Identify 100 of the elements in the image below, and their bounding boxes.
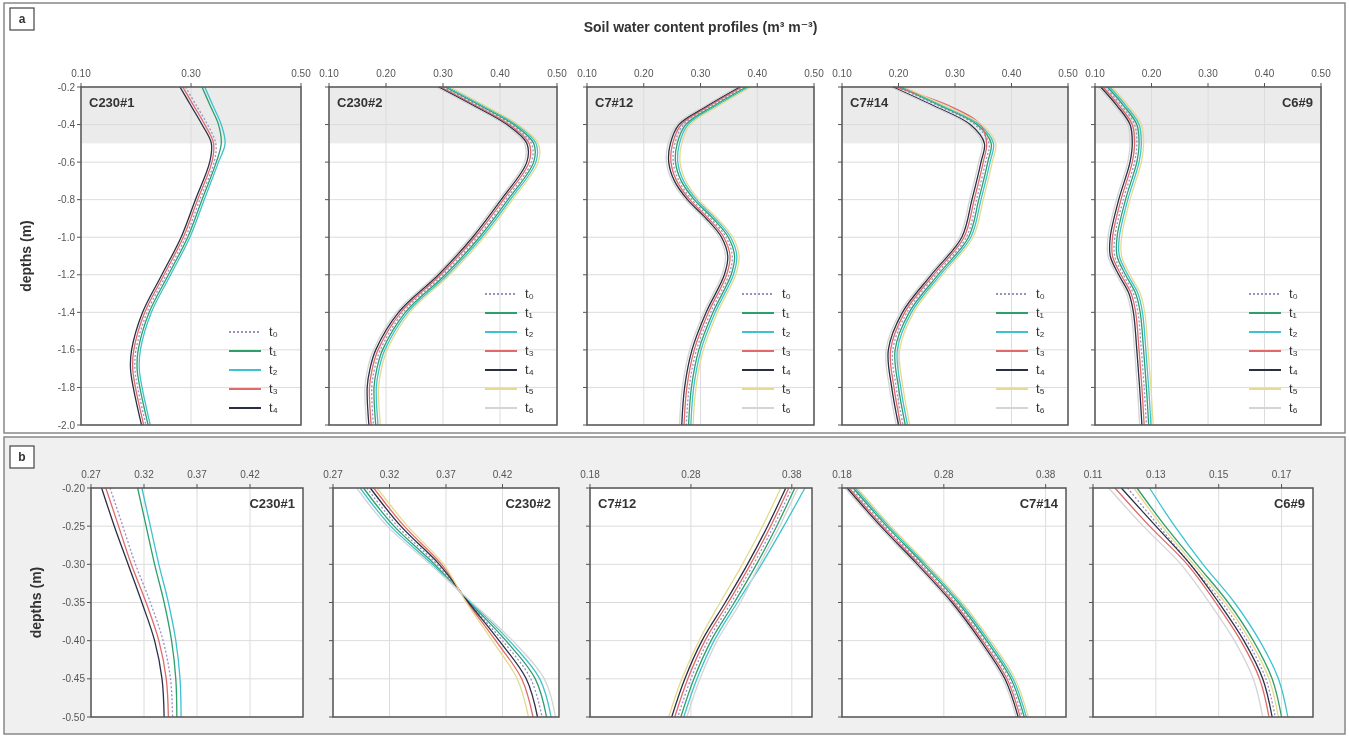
y-tick-label: -0.6 [57,156,76,168]
y-tick-label: -1.2 [57,269,76,281]
text: C6#9 [1281,95,1313,110]
legend-label: t₆ [525,400,534,415]
legend-label: t₃ [525,343,534,358]
legend-label: t₁ [1036,305,1045,320]
text: C230#2 [505,496,551,511]
text: C7#12 [598,496,637,511]
x-tick-label: 0.30 [181,68,202,79]
x-tick-label: 0.13 [1146,469,1167,480]
text: C230#1 [249,496,295,511]
x-tick-label: 0.50 [1058,68,1079,79]
legend-label: t₀ [269,324,279,339]
legend-label: t₂ [525,324,534,339]
x-tick-label: 0.20 [634,68,654,79]
legend-label: t₄ [1289,362,1298,377]
y-tick-label: -1.8 [57,381,76,393]
y-axis-title: depths (m) [28,566,44,639]
x-tick-label: 0.20 [1141,68,1162,79]
legend-label: t₄ [1036,362,1045,377]
legend-label: t₂ [1036,324,1045,339]
y-tick-label: -2.0 [57,419,76,431]
x-tick-label: 0.32 [134,469,155,480]
y-tick-label: -0.8 [57,194,76,206]
text: C7#14 [1019,496,1059,511]
x-tick-label: 0.50 [547,68,568,79]
text: C6#9 [1273,496,1305,511]
y-tick-label: -0.35 [62,597,86,608]
x-tick-label: 0.40 [747,68,768,79]
legend-label: t₄ [782,362,791,377]
x-tick-label: 0.10 [577,68,598,79]
legend-label: t₆ [1289,400,1298,415]
x-tick-label: 0.40 [1254,68,1275,79]
x-tick-label: 0.10 [1085,68,1106,79]
legend-label: t₃ [269,381,278,396]
y-tick-label: -0.25 [62,520,86,532]
y-tick-label: -0.4 [57,119,76,131]
y-tick-label: -0.30 [62,558,86,570]
x-tick-label: 0.10 [319,68,340,79]
x-tick-label: 0.30 [433,68,454,79]
x-tick-label: 0.18 [580,469,601,480]
text: C7#12 [595,95,634,110]
legend-label: t₃ [1289,343,1298,358]
legend-label: t₅ [1036,381,1045,396]
legend-label: t₄ [269,400,278,415]
x-tick-label: 0.27 [81,469,102,480]
x-tick-label: 0.30 [945,68,966,79]
legend-label: t₀ [782,286,792,301]
legend-label: t₂ [269,362,278,377]
x-tick-label: 0.18 [832,469,853,480]
x-tick-label: 0.40 [490,68,511,79]
legend-label: t₅ [1289,381,1298,396]
legend-label: t₃ [782,343,791,358]
x-tick-label: 0.42 [240,469,261,480]
x-tick-label: 0.30 [1198,68,1219,79]
x-tick-label: 0.50 [291,68,312,79]
text: C230#2 [337,95,383,110]
legend-label: t₁ [269,343,278,358]
x-tick-label: 0.50 [1311,68,1332,79]
x-tick-label: 0.17 [1271,469,1292,480]
legend-label: t₆ [782,400,791,415]
chart-title: Soil water content profiles (m³ m⁻³) [583,19,818,35]
x-tick-label: 0.38 [782,469,802,480]
x-tick-label: 0.38 [1035,469,1056,480]
x-tick-label: 0.28 [934,469,954,480]
text: a [18,12,26,26]
legend-label: t₂ [782,324,791,339]
y-tick-label: -0.45 [62,673,86,685]
y-tick-label: -1.0 [57,231,76,243]
x-tick-label: 0.50 [804,68,825,79]
x-tick-label: 0.37 [436,469,457,480]
legend-label: t₅ [782,381,791,396]
text: C230#1 [89,95,135,110]
legend-label: t₀ [1289,286,1299,301]
y-tick-label: -0.2 [57,81,76,93]
x-tick-label: 0.11 [1083,469,1103,480]
x-tick-label: 0.30 [690,68,711,79]
x-tick-label: 0.28 [681,469,702,480]
x-tick-label: 0.32 [379,469,400,480]
x-tick-label: 0.20 [376,68,397,79]
y-tick-label: -0.40 [62,635,86,647]
x-tick-label: 0.10 [71,68,92,79]
x-tick-label: 0.20 [888,68,909,79]
legend-label: t₂ [1289,324,1298,339]
y-tick-label: -1.6 [57,344,76,356]
text: b [18,450,26,464]
legend-label: t₀ [1036,286,1046,301]
legend-label: t₁ [782,305,791,320]
legend-label: t₁ [1289,305,1298,320]
x-tick-label: 0.15 [1208,469,1229,480]
legend-label: t₄ [525,362,534,377]
legend-label: t₁ [525,305,534,320]
x-tick-label: 0.10 [832,68,853,79]
legend-label: t₀ [525,286,535,301]
y-tick-label: -0.50 [62,711,86,723]
y-tick-label: -1.4 [57,306,76,318]
text: C7#14 [850,95,890,110]
legend-label: t₃ [1036,343,1045,358]
x-tick-label: 0.37 [187,469,208,480]
y-tick-label: -0.20 [62,482,86,494]
